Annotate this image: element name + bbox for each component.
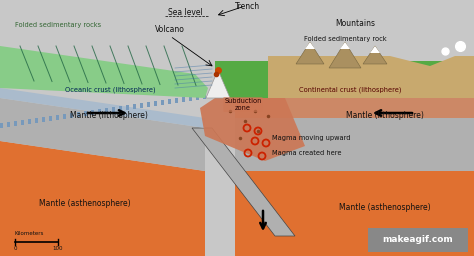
Bar: [368, 228, 468, 252]
Bar: [56, 115, 60, 120]
Text: Volcano: Volcano: [155, 25, 185, 34]
Bar: [98, 109, 101, 114]
Text: makeagif.com: makeagif.com: [383, 236, 453, 244]
Bar: [182, 97, 185, 102]
Text: Mantle (asthenosphere): Mantle (asthenosphere): [39, 199, 131, 208]
Text: Mantle (asthenosphere): Mantle (asthenosphere): [339, 204, 431, 212]
Text: 0: 0: [13, 246, 17, 251]
Bar: [203, 94, 207, 99]
Polygon shape: [340, 42, 350, 49]
Bar: [14, 121, 18, 126]
Bar: [161, 100, 164, 105]
Bar: [21, 120, 25, 125]
Bar: [63, 114, 66, 119]
Text: 100: 100: [53, 246, 63, 251]
Polygon shape: [305, 42, 315, 49]
Polygon shape: [206, 70, 230, 98]
Polygon shape: [0, 141, 205, 256]
Polygon shape: [0, 88, 205, 128]
Polygon shape: [192, 128, 295, 236]
Bar: [168, 99, 172, 104]
Polygon shape: [200, 98, 305, 161]
Bar: [0, 123, 3, 128]
Text: Continental crust (lithosphere): Continental crust (lithosphere): [299, 87, 401, 93]
Text: Mantle (lithosphere): Mantle (lithosphere): [346, 112, 424, 121]
Text: Subduction
zone: Subduction zone: [224, 98, 262, 111]
Text: Kilometers: Kilometers: [15, 231, 45, 236]
Bar: [119, 106, 122, 111]
Bar: [112, 107, 116, 112]
Polygon shape: [329, 42, 361, 68]
Polygon shape: [0, 98, 205, 171]
Text: Trench: Trench: [236, 2, 261, 11]
Text: Magma created here: Magma created here: [272, 150, 341, 156]
Polygon shape: [215, 61, 474, 98]
Bar: [28, 119, 31, 124]
Bar: [84, 111, 88, 116]
Bar: [91, 110, 94, 115]
Text: Folded sedimentary rocks: Folded sedimentary rocks: [15, 22, 101, 28]
Bar: [175, 98, 179, 103]
Bar: [77, 112, 81, 117]
Bar: [147, 102, 151, 107]
Bar: [189, 96, 192, 101]
Polygon shape: [235, 98, 474, 118]
Bar: [70, 113, 73, 118]
Text: Mantle (lithosphere): Mantle (lithosphere): [70, 112, 148, 121]
Polygon shape: [268, 56, 474, 98]
Text: Oceanic crust (lithosphere): Oceanic crust (lithosphere): [65, 87, 155, 93]
Polygon shape: [296, 42, 324, 64]
Bar: [49, 116, 53, 121]
Text: Magma moving upward: Magma moving upward: [272, 135, 350, 141]
Bar: [154, 101, 157, 106]
Text: Mountains: Mountains: [335, 19, 375, 28]
Bar: [42, 117, 46, 122]
Bar: [196, 95, 200, 100]
Polygon shape: [235, 118, 474, 171]
Bar: [126, 105, 129, 110]
Polygon shape: [235, 171, 474, 256]
Bar: [133, 104, 137, 109]
Polygon shape: [0, 46, 208, 98]
Bar: [140, 103, 144, 108]
Text: Folded sedimentary rock: Folded sedimentary rock: [304, 36, 386, 42]
Bar: [35, 118, 38, 123]
Bar: [7, 122, 10, 127]
Polygon shape: [363, 46, 387, 64]
Polygon shape: [370, 46, 380, 53]
Bar: [105, 108, 109, 113]
Text: Sea level: Sea level: [168, 8, 202, 17]
